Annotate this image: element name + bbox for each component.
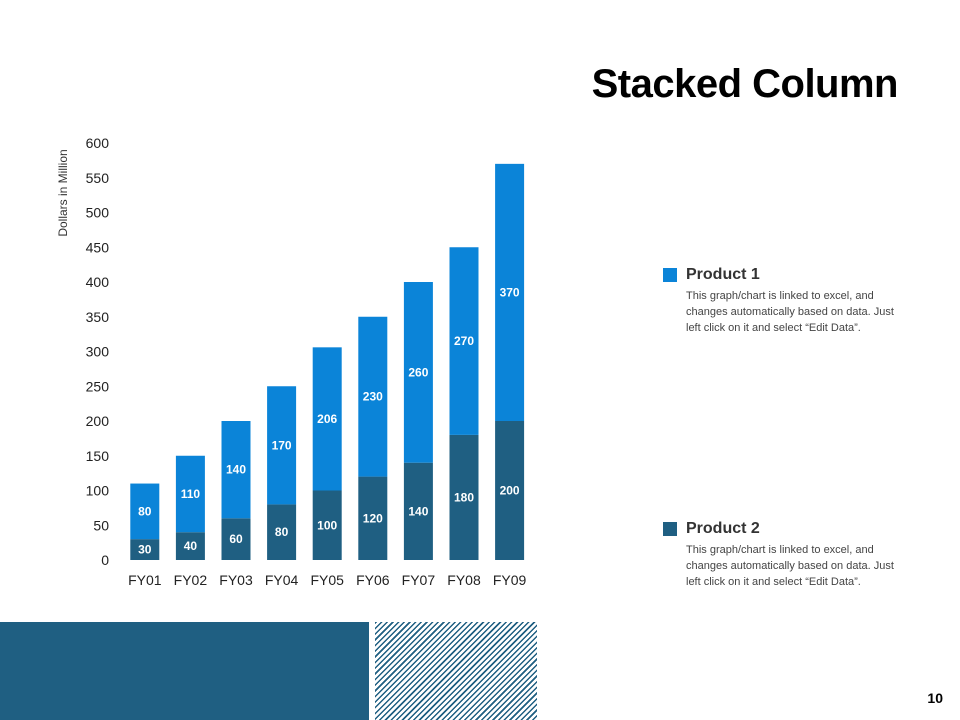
data-label: 140 [408,504,428,518]
slide-title: Stacked Column [591,62,899,106]
legend-label-product-1: Product 1 [686,266,760,283]
data-label: 110 [181,487,201,501]
data-label: 30 [138,543,152,557]
y-tick-label: 600 [86,135,110,151]
x-tick-label: FY02 [174,572,208,588]
bar-segment [495,163,525,421]
bar-segment [449,434,479,560]
data-label: 80 [138,504,152,518]
y-axis-label: Dollars in Million [56,149,70,236]
footer-hatch-pattern [375,622,537,720]
legend-swatch-product-2 [663,522,677,536]
data-label: 100 [317,518,337,532]
x-tick-label: FY05 [310,572,344,588]
x-axis-ticks: FY01 FY02 FY03 FY04 FY05 FY06 FY07 FY08 FY09 [128,572,526,588]
data-label: 120 [363,511,383,525]
x-tick-label: FY08 [447,572,481,588]
y-tick-label: 150 [86,448,110,464]
bar-segment [495,421,525,560]
data-label: 370 [500,285,520,299]
footer-band [0,622,369,720]
x-tick-label: FY04 [265,572,299,588]
bar-segment [403,282,433,463]
data-label: 260 [408,365,428,379]
bar-segment [312,347,342,491]
legend-description-product-2: This graph/chart is linked to excel, and… [686,544,894,588]
x-tick-label: FY07 [402,572,436,588]
legend-label-product-2: Product 2 [686,520,760,537]
legend-item-product-2: Product 2 This graph/chart is linked to … [663,520,903,590]
y-tick-label: 0 [101,552,109,568]
x-tick-label: FY06 [356,572,390,588]
bar-segment [175,532,205,560]
legend-item-product-1: Product 1 This graph/chart is linked to … [663,266,903,336]
y-tick-label: 400 [86,274,110,290]
y-tick-label: 200 [86,413,110,429]
bar-segment [221,518,251,560]
data-label: 180 [454,490,474,504]
bar-segment [403,462,433,560]
y-tick-label: 50 [93,517,109,533]
page-number: 10 [927,690,943,706]
y-tick-label: 550 [86,170,110,186]
data-label: 140 [226,463,246,477]
stacked-column-chart: 0 50 100 150 200 250 300 350 400 450 500 550 600 Dol… [56,135,527,588]
legend-description-product-1: This graph/chart is linked to excel, and… [686,290,894,334]
data-labels: 30 80 40 110 60 140 80 170 100 206 120 230 140 260 180… [138,285,520,556]
x-tick-label: FY09 [493,572,527,588]
data-label: 200 [500,484,520,498]
x-tick-label: FY03 [219,572,253,588]
data-label: 206 [317,412,337,426]
bar-segment [358,316,388,477]
bar-segment [130,483,160,540]
bar-segment [130,539,160,560]
data-label: 170 [272,438,292,452]
bar-series [130,163,525,560]
legend-swatch-product-1 [663,268,677,282]
bar-segment [449,247,479,435]
y-tick-label: 300 [86,344,110,360]
data-label: 40 [184,539,198,553]
bar-segment [175,455,205,533]
y-tick-label: 500 [86,205,110,221]
bar-segment [267,386,297,505]
y-axis-ticks: 0 50 100 150 200 250 300 350 400 450 500 550 600 [86,135,110,568]
data-label: 270 [454,334,474,348]
x-tick-label: FY01 [128,572,162,588]
bar-segment [358,476,388,560]
y-tick-label: 100 [86,483,110,499]
data-label: 60 [229,532,243,546]
bar-segment [221,421,251,519]
data-label: 230 [363,390,383,404]
bar-segment [312,490,342,560]
y-tick-label: 450 [86,239,110,255]
y-tick-label: 250 [86,378,110,394]
data-label: 80 [275,525,289,539]
y-tick-label: 350 [86,309,110,325]
bar-segment [267,504,297,560]
